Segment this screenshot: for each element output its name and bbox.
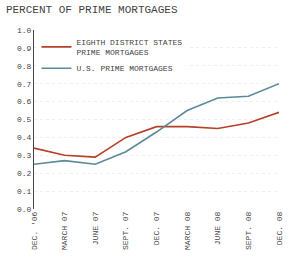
svg-text:DEC. 07: DEC. 07 xyxy=(152,211,161,245)
svg-text:MARCH 07: MARCH 07 xyxy=(60,211,69,250)
svg-text:MARCH 08: MARCH 08 xyxy=(183,211,192,250)
svg-text:0.4: 0.4 xyxy=(17,133,32,142)
svg-text:0.1: 0.1 xyxy=(17,187,32,196)
svg-text:0.6: 0.6 xyxy=(17,97,32,106)
svg-text:DEC. '06: DEC. '06 xyxy=(30,211,39,250)
svg-text:SEPT. 08: SEPT. 08 xyxy=(244,211,253,250)
svg-text:0.9: 0.9 xyxy=(17,44,32,53)
svg-text:PERCENT OF PRIME MORTGAGES: PERCENT OF PRIME MORTGAGES xyxy=(6,4,178,16)
svg-text:0.5: 0.5 xyxy=(17,115,32,124)
svg-text:1.0: 1.0 xyxy=(17,26,32,35)
svg-text:DEC. 08: DEC. 08 xyxy=(275,211,284,245)
svg-text:0.7: 0.7 xyxy=(17,80,32,89)
svg-text:0.0: 0.0 xyxy=(17,205,32,214)
svg-text:U.S. PRIME MORTGAGES: U.S. PRIME MORTGAGES xyxy=(76,64,172,73)
svg-text:0.2: 0.2 xyxy=(17,169,32,178)
svg-text:SEPT. 07: SEPT. 07 xyxy=(121,211,130,250)
svg-text:JUNE 08: JUNE 08 xyxy=(213,211,222,245)
svg-text:JUNE 07: JUNE 07 xyxy=(91,211,100,245)
svg-text:0.3: 0.3 xyxy=(17,151,32,160)
svg-text:0.8: 0.8 xyxy=(17,62,32,71)
svg-text:EIGHTH DISTRICT STATESPRIME MO: EIGHTH DISTRICT STATESPRIME MORTGAGES xyxy=(76,38,182,57)
